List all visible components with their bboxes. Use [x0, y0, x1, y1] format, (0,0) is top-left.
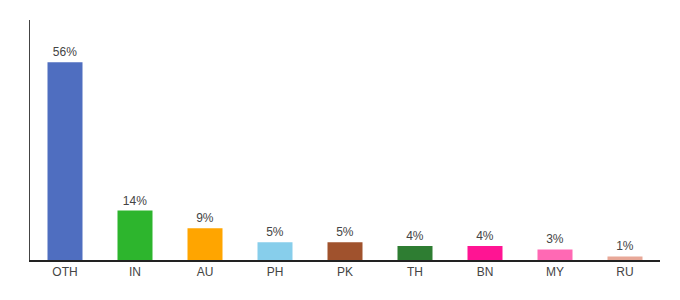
svg-text:14%: 14% [123, 194, 147, 208]
svg-text:5%: 5% [336, 225, 354, 239]
svg-text:PH: PH [267, 265, 284, 279]
svg-text:56%: 56% [53, 45, 77, 59]
svg-text:AU: AU [197, 265, 214, 279]
svg-text:4%: 4% [406, 229, 424, 243]
svg-text:RU: RU [616, 265, 633, 279]
svg-text:9%: 9% [196, 211, 214, 225]
svg-text:5%: 5% [266, 225, 284, 239]
svg-text:PK: PK [337, 265, 353, 279]
svg-text:1%: 1% [616, 239, 634, 253]
svg-text:IN: IN [129, 265, 141, 279]
svg-text:3%: 3% [546, 232, 564, 246]
svg-text:4%: 4% [476, 229, 494, 243]
svg-text:TH: TH [407, 265, 423, 279]
svg-text:BN: BN [477, 265, 494, 279]
svg-text:OTH: OTH [52, 265, 77, 279]
svg-text:MY: MY [546, 265, 564, 279]
